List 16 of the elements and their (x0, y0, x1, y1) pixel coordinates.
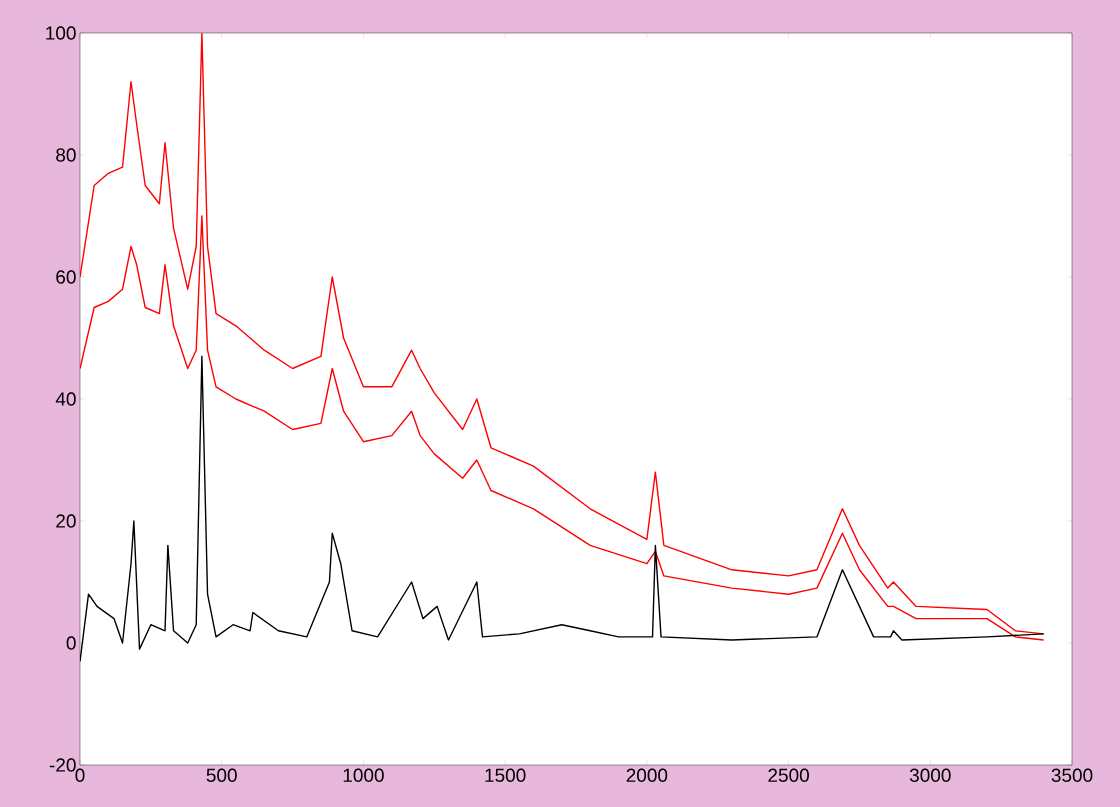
y-tick-label: 60 (56, 270, 76, 284)
x-tick-label: 2000 (626, 768, 668, 782)
x-tick-label: 1000 (343, 768, 384, 782)
line-series (80, 215, 1045, 641)
y-tick-label: 20 (56, 514, 76, 528)
x-tick-label: 500 (206, 768, 237, 782)
x-tick-label: 1500 (485, 768, 526, 782)
y-tick-label: 0 (66, 636, 76, 650)
y-tick-label: 40 (55, 392, 76, 406)
y-tick-label: 100 (46, 26, 76, 40)
x-tick-label: 0 (75, 768, 85, 782)
x-tick-label: 3500 (1051, 768, 1093, 782)
x-tick-label: 3000 (909, 768, 951, 782)
x-tick-label: 2500 (768, 768, 809, 782)
y-tick-label: -20 (49, 758, 76, 772)
y-tick-label: 80 (56, 148, 76, 162)
